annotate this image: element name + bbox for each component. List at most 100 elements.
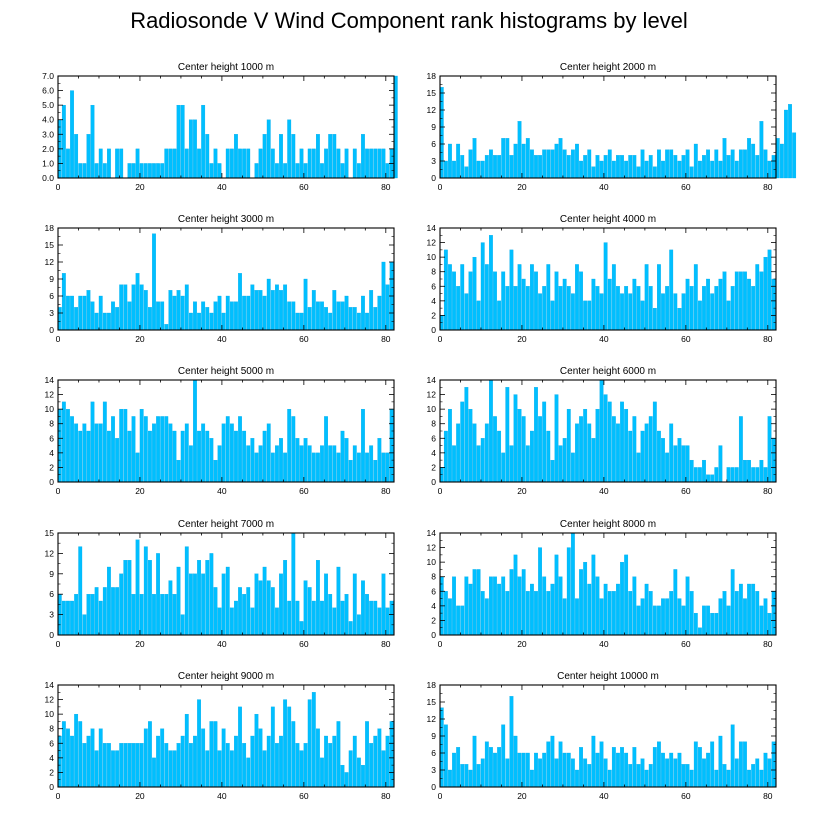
histogram-bar — [287, 706, 292, 788]
histogram-bar — [542, 149, 547, 179]
histogram-bar — [172, 148, 177, 179]
y-tick-label: 5.0 — [42, 100, 54, 110]
histogram-bar — [738, 149, 743, 179]
histogram-bar — [356, 163, 361, 179]
histogram-bar — [464, 293, 469, 331]
histogram-bar — [242, 430, 247, 483]
histogram-bar — [632, 278, 637, 331]
histogram-bar — [722, 271, 727, 331]
y-tick-label: 12 — [45, 390, 55, 400]
histogram-bar — [751, 286, 756, 331]
y-tick-label: 8 — [431, 267, 436, 277]
histogram-bar — [123, 560, 128, 636]
histogram-bar — [115, 438, 120, 483]
histogram-bar — [270, 148, 275, 179]
histogram-bar — [714, 612, 719, 636]
histogram-bar — [755, 467, 760, 483]
histogram-bar — [702, 605, 706, 636]
y-tick-label: 14 — [45, 680, 55, 690]
histogram-bar — [657, 430, 661, 483]
y-tick-label: 6 — [431, 586, 436, 596]
histogram-bar — [489, 576, 493, 636]
histogram-bar — [738, 416, 743, 483]
histogram-bar — [706, 752, 710, 788]
histogram-bar — [352, 445, 357, 483]
histogram-bar — [365, 148, 369, 179]
histogram-bar — [525, 286, 530, 331]
histogram-bar — [377, 295, 382, 331]
histogram-bar — [747, 769, 751, 788]
histogram-bar — [718, 598, 723, 636]
histogram-bar — [180, 295, 185, 331]
histogram-bar — [209, 312, 214, 331]
histogram-bar — [628, 293, 633, 331]
histogram-bar — [726, 467, 731, 483]
histogram-bar — [587, 583, 592, 636]
histogram-bar — [369, 600, 374, 636]
histogram-bar — [779, 143, 784, 179]
histogram-bar — [180, 735, 185, 788]
histogram-bar — [361, 134, 365, 179]
histogram-bar — [115, 587, 120, 636]
histogram-bar — [70, 735, 74, 788]
histogram-panel: Center height 9000 m 0 20 40 60 80 0 2 4 6 8 10 12 14 — [45, 671, 395, 801]
histogram-bar — [747, 278, 751, 331]
histogram-bar — [119, 408, 124, 483]
histogram-bar — [493, 416, 497, 483]
histogram-bar — [229, 301, 234, 331]
histogram-bar — [139, 163, 144, 179]
histogram-panel: Center height 7000 m 0 20 40 60 80 0 3 6 9 12 15 — [45, 519, 395, 649]
y-tick-label: 0 — [431, 477, 436, 487]
histogram-bar — [730, 467, 735, 483]
histogram-bar — [164, 743, 169, 788]
histogram-bar — [381, 573, 386, 636]
histogram-bar — [603, 583, 608, 636]
histogram-bar — [669, 149, 674, 179]
x-tick-label: 20 — [135, 182, 145, 192]
histogram-bar — [373, 600, 378, 636]
histogram-bar — [242, 148, 247, 179]
y-tick-label: 6 — [49, 738, 54, 748]
histogram-bar — [250, 735, 255, 788]
histogram-bar — [673, 569, 678, 636]
histogram-bar — [254, 713, 259, 788]
histogram-bar — [234, 735, 238, 788]
histogram-bar — [143, 728, 148, 788]
histogram-bar — [78, 721, 83, 788]
histogram-bar — [759, 605, 764, 636]
histogram-bar — [595, 408, 600, 483]
histogram-bar — [726, 769, 731, 788]
histogram-bar — [258, 445, 263, 483]
histogram-bar — [616, 286, 620, 331]
histogram-bar — [324, 573, 328, 636]
histogram-bar — [607, 769, 612, 788]
y-tick-label: 1.0 — [42, 158, 54, 168]
histogram-bar — [385, 452, 390, 483]
histogram-bar — [61, 401, 66, 483]
histogram-bar — [644, 423, 649, 483]
histogram-bar — [98, 148, 103, 179]
histogram-bar — [501, 138, 506, 179]
histogram-bar — [607, 278, 612, 331]
y-tick-label: 2 — [431, 615, 436, 625]
histogram-bar — [464, 387, 469, 483]
histogram-bar — [661, 438, 665, 483]
histogram-bar — [262, 134, 267, 179]
histogram-bar — [229, 607, 234, 636]
histogram-bar — [710, 741, 715, 788]
histogram-bar — [307, 148, 312, 179]
x-tick-label: 60 — [299, 334, 309, 344]
histogram-bar — [484, 423, 489, 483]
histogram-bar — [193, 573, 197, 636]
histogram-bar — [472, 423, 477, 483]
histogram-bar — [348, 621, 353, 636]
histogram-bar — [456, 605, 461, 636]
histogram-bar — [156, 163, 160, 179]
histogram-bar — [201, 573, 206, 636]
histogram-bar — [279, 735, 283, 788]
histogram-bar — [591, 735, 596, 788]
histogram-bar — [111, 301, 115, 331]
histogram-bar — [176, 104, 181, 179]
y-tick-label: 10 — [427, 557, 437, 567]
histogram-bar — [718, 278, 723, 331]
